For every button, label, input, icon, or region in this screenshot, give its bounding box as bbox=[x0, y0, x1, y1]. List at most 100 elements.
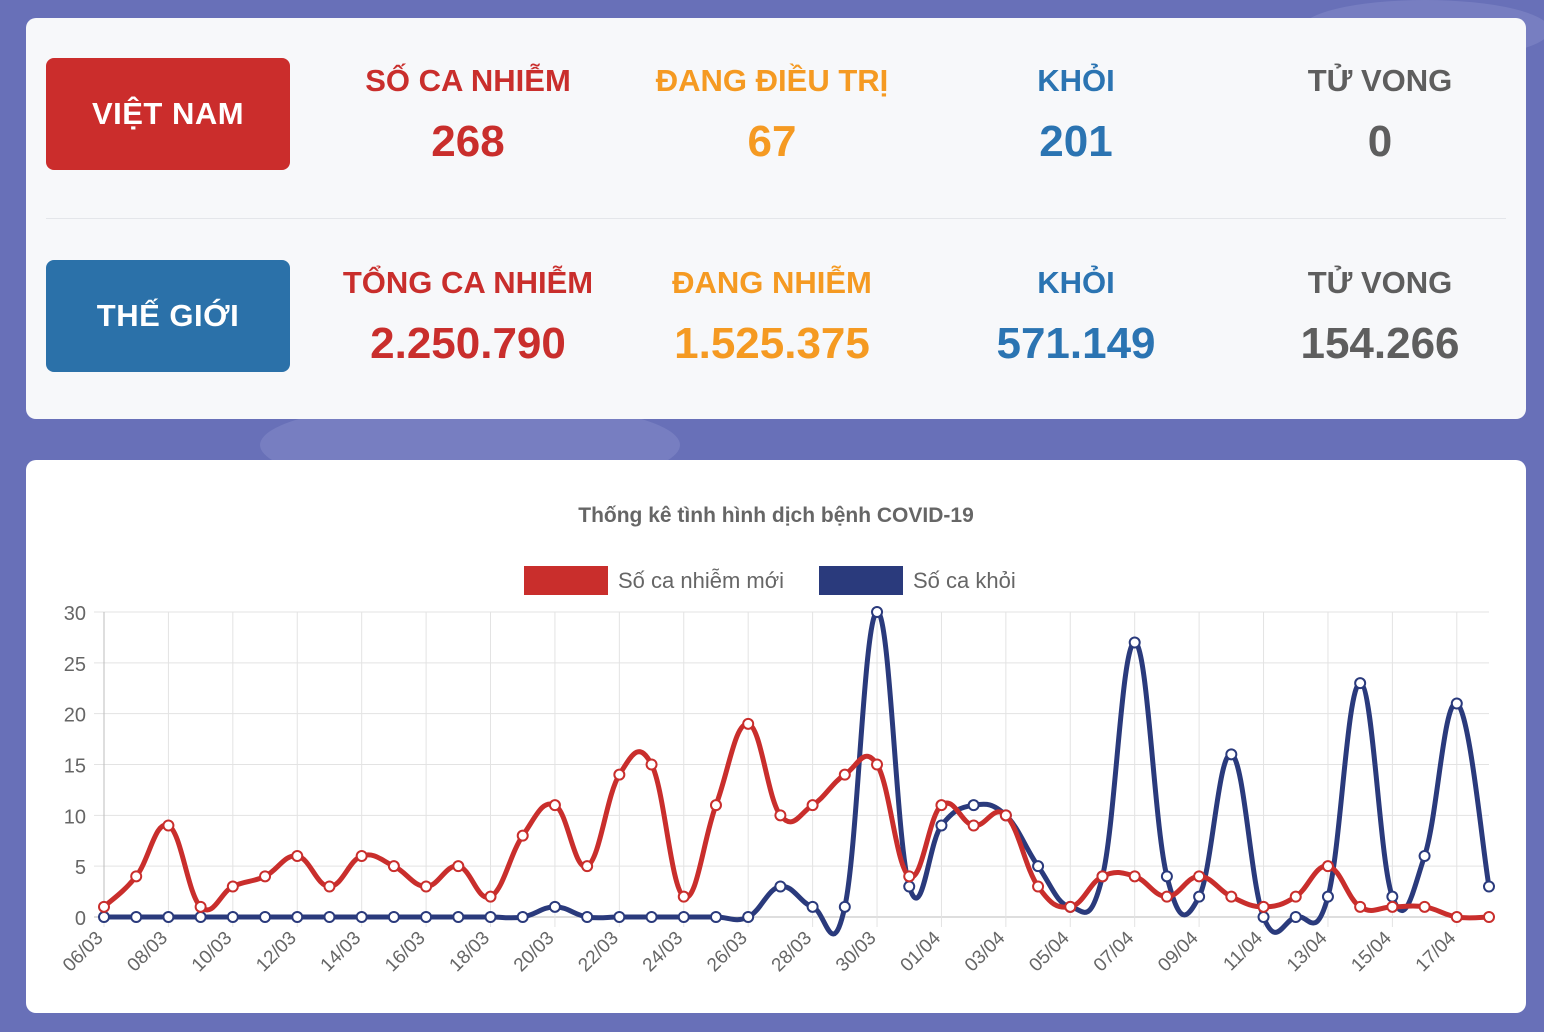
x-tick-label: 14/03 bbox=[317, 928, 365, 976]
stat-label: SỐ CA NHIỄM bbox=[365, 63, 571, 98]
data-point-recovered bbox=[98, 911, 110, 923]
data-point-new-cases bbox=[420, 880, 433, 893]
data-point-new-cases bbox=[967, 819, 980, 832]
y-tick-label: 20 bbox=[64, 705, 86, 727]
stat-label: TỬ VONG bbox=[1307, 63, 1453, 98]
x-tick-label: 13/04 bbox=[1283, 927, 1332, 976]
data-point-recovered bbox=[1257, 911, 1270, 923]
data-point-new-cases bbox=[1064, 900, 1077, 913]
data-point-new-cases bbox=[162, 819, 175, 832]
data-point-new-cases bbox=[1289, 890, 1302, 903]
data-point-new-cases bbox=[709, 799, 722, 812]
data-point-recovered bbox=[1418, 850, 1431, 862]
stat-label: ĐANG NHIỄM bbox=[672, 265, 872, 300]
data-point-new-cases bbox=[871, 758, 884, 771]
data-point-recovered bbox=[709, 911, 722, 923]
data-point-recovered bbox=[806, 900, 819, 913]
data-point-new-cases bbox=[613, 768, 626, 781]
series-line-recovered bbox=[103, 609, 1492, 937]
data-point-new-cases bbox=[1354, 900, 1367, 913]
data-point-recovered bbox=[1386, 890, 1399, 903]
x-tick-label: 07/04 bbox=[1090, 927, 1139, 976]
x-tick-label: 05/04 bbox=[1025, 927, 1074, 976]
data-point-recovered bbox=[484, 911, 497, 923]
y-tick-label: 30 bbox=[64, 603, 86, 625]
data-point-new-cases bbox=[1032, 880, 1045, 893]
stat-label: KHỎI bbox=[1037, 265, 1115, 300]
data-point-recovered bbox=[516, 911, 529, 923]
data-point-new-cases bbox=[355, 850, 368, 862]
x-tick-label: 01/04 bbox=[897, 927, 946, 976]
data-point-recovered bbox=[162, 911, 175, 923]
data-point-recovered bbox=[226, 911, 239, 923]
data-point-recovered bbox=[838, 900, 851, 913]
legend-label: Số ca nhiễm mới bbox=[618, 568, 784, 593]
data-point-new-cases bbox=[774, 809, 787, 822]
data-point-new-cases bbox=[130, 870, 143, 883]
data-point-new-cases bbox=[645, 758, 658, 771]
data-point-recovered bbox=[1128, 636, 1141, 649]
vietnam-deaths-stat: TỬ VONG 0 bbox=[1230, 62, 1530, 176]
row-divider bbox=[46, 218, 1506, 219]
data-point-new-cases bbox=[98, 900, 110, 913]
data-point-new-cases bbox=[291, 850, 304, 862]
data-point-new-cases bbox=[484, 890, 497, 903]
stat-value: 2.250.790 bbox=[370, 319, 566, 368]
data-point-new-cases bbox=[1321, 860, 1334, 873]
world-active-stat: ĐANG NHIỄM 1.525.375 bbox=[622, 264, 922, 378]
data-point-new-cases bbox=[1193, 870, 1206, 883]
data-point-recovered bbox=[967, 799, 980, 812]
data-point-recovered bbox=[323, 911, 336, 923]
data-point-recovered bbox=[420, 911, 433, 923]
data-point-new-cases bbox=[903, 870, 916, 883]
data-point-recovered bbox=[1032, 860, 1045, 873]
world-deaths-stat: TỬ VONG 154.266 bbox=[1230, 264, 1530, 378]
x-tick-label: 11/04 bbox=[1220, 927, 1268, 975]
x-tick-label: 18/03 bbox=[446, 928, 494, 976]
data-point-recovered bbox=[903, 880, 916, 893]
data-point-recovered bbox=[1160, 870, 1173, 883]
data-point-new-cases bbox=[1257, 900, 1270, 913]
data-point-new-cases bbox=[226, 880, 239, 893]
x-tick-label: 24/03 bbox=[639, 928, 687, 976]
data-point-recovered bbox=[387, 911, 400, 923]
data-point-new-cases bbox=[838, 768, 851, 781]
world-button[interactable]: THẾ GIỚI bbox=[46, 260, 290, 372]
x-tick-label: 22/03 bbox=[574, 928, 622, 976]
data-point-recovered bbox=[548, 900, 561, 913]
data-point-new-cases bbox=[1225, 890, 1238, 903]
data-point-recovered bbox=[355, 911, 368, 923]
vietnam-treating-stat: ĐANG ĐIỀU TRỊ 67 bbox=[622, 62, 922, 176]
stat-value: 1.525.375 bbox=[674, 319, 870, 368]
chart-title: Thống kê tình hình dịch bệnh COVID-19 bbox=[578, 504, 974, 527]
x-tick-label: 15/04 bbox=[1347, 927, 1396, 976]
world-recovered-stat: KHỎI 571.149 bbox=[926, 264, 1226, 378]
data-point-recovered bbox=[259, 911, 272, 923]
data-point-new-cases bbox=[742, 717, 755, 730]
data-point-recovered bbox=[774, 880, 787, 893]
data-point-new-cases bbox=[323, 880, 336, 893]
series-line-new-cases bbox=[102, 721, 1490, 921]
data-point-recovered bbox=[291, 911, 304, 923]
vietnam-button[interactable]: VIỆT NAM bbox=[46, 58, 290, 170]
data-point-new-cases bbox=[677, 890, 690, 903]
data-point-recovered bbox=[677, 911, 690, 923]
world-infected-stat: TỔNG CA NHIỄM 2.250.790 bbox=[318, 264, 618, 378]
data-point-recovered bbox=[645, 911, 658, 923]
stat-value: 268 bbox=[431, 117, 505, 166]
data-point-new-cases bbox=[1386, 900, 1399, 913]
world-stats-row: THẾ GIỚI TỔNG CA NHIỄM 2.250.790 ĐANG NH… bbox=[26, 220, 1526, 410]
y-tick-label: 0 bbox=[75, 908, 86, 930]
y-tick-label: 25 bbox=[64, 654, 86, 676]
stat-value: 154.266 bbox=[1300, 319, 1460, 368]
data-point-new-cases bbox=[387, 860, 400, 873]
data-point-new-cases bbox=[548, 799, 561, 812]
data-point-recovered bbox=[871, 606, 884, 618]
stat-value: 571.149 bbox=[996, 319, 1156, 368]
data-point-new-cases bbox=[581, 860, 594, 873]
data-point-new-cases bbox=[194, 900, 207, 913]
stat-value: 201 bbox=[1039, 117, 1113, 166]
data-point-new-cases bbox=[452, 860, 465, 873]
stat-label: KHỎI bbox=[1037, 63, 1115, 98]
x-tick-label: 17/04 bbox=[1412, 927, 1461, 976]
